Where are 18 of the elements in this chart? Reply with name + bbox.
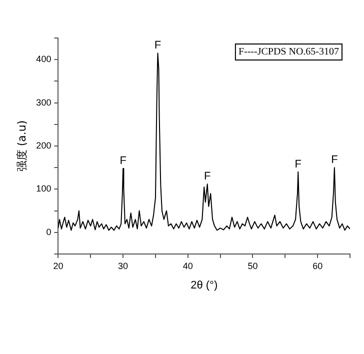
x-tick-label: 60 (312, 260, 323, 271)
y-tick-label: 400 (36, 54, 52, 64)
y-tick-label: 300 (36, 97, 52, 108)
x-tick-label: 40 (182, 260, 193, 271)
x-tick-label: 30 (118, 260, 128, 271)
y-tick-label: 0 (46, 226, 52, 237)
annotation: F (331, 154, 338, 166)
annotation: F (120, 154, 127, 167)
y-tick-label: 200 (36, 140, 52, 150)
x-tick-label: 20 (53, 260, 64, 271)
annotation: F----JCPDS NO.65-3107 (238, 46, 339, 58)
annotation: F (204, 170, 211, 183)
y-tick-label: 100 (36, 184, 52, 194)
y-axis-title: 强度 (a.u) (15, 120, 28, 172)
x-tick-label: 50 (248, 260, 258, 271)
annotation: F (294, 158, 302, 170)
annotation: F (154, 40, 162, 52)
x-axis-title: 2θ (°) (190, 279, 218, 292)
